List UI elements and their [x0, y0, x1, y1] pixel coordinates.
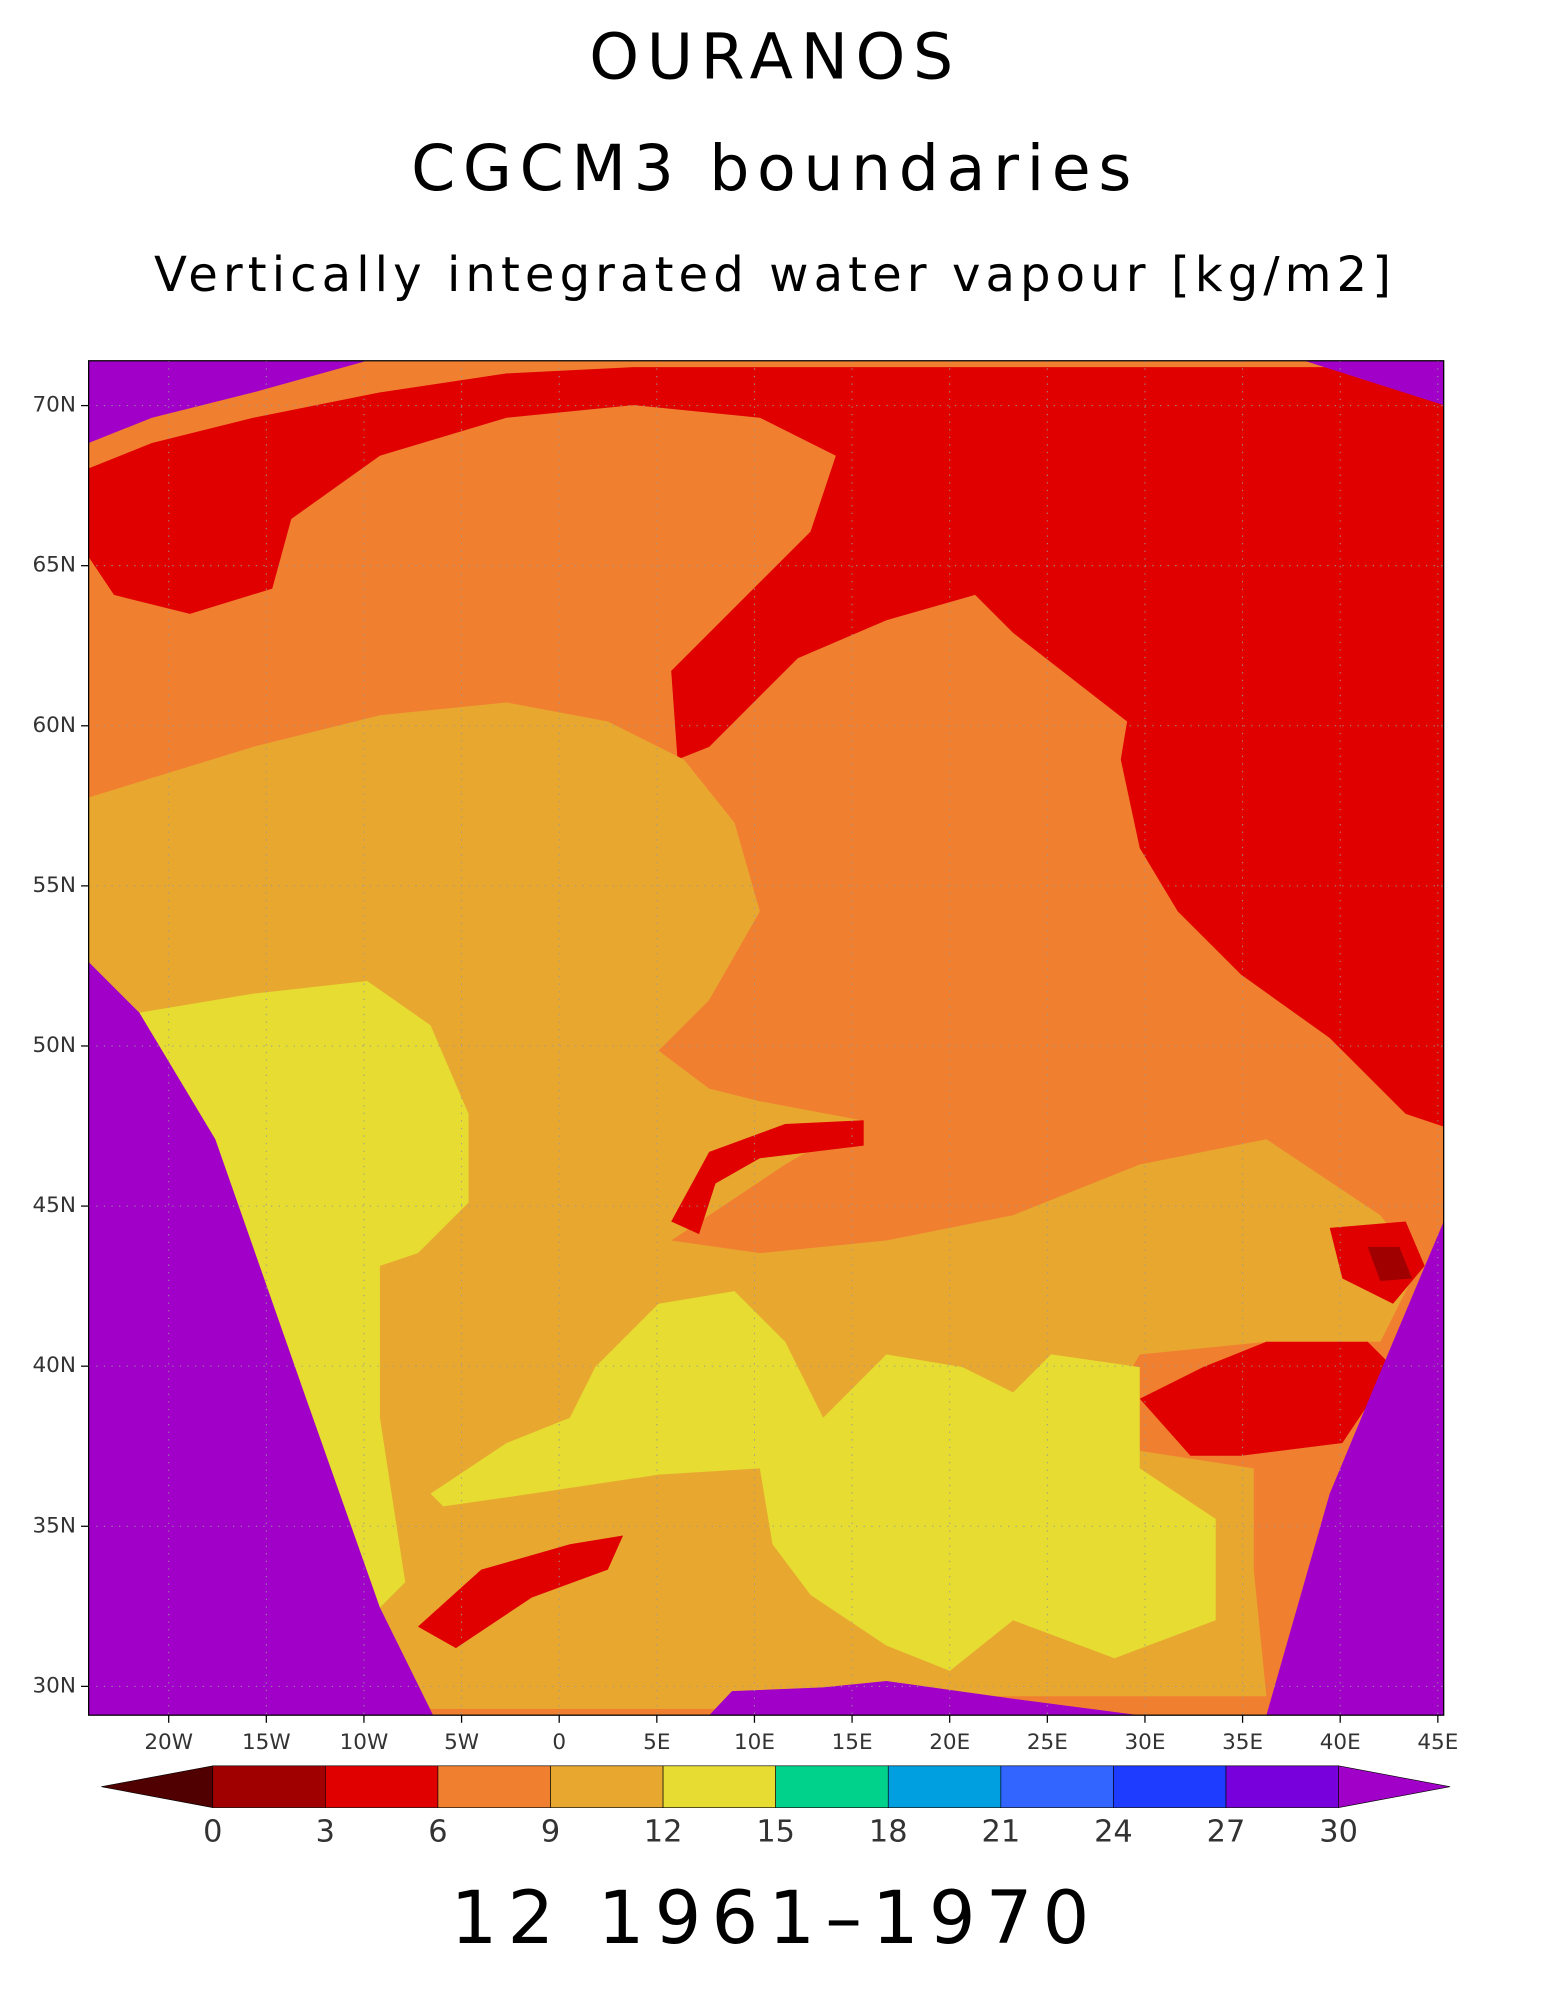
region	[709, 1681, 1140, 1716]
x-tick-label: 40E	[1320, 1730, 1361, 1755]
colorbar-label: 9	[541, 1814, 560, 1849]
x-tick-label: 5W	[444, 1730, 479, 1755]
colorbar-box	[1225, 1765, 1339, 1808]
region	[1266, 1221, 1444, 1716]
colorbar-box	[775, 1765, 889, 1808]
x-tick-label: 45E	[1417, 1730, 1458, 1755]
colorbar-label: 27	[1207, 1814, 1246, 1849]
colorbar-label: 3	[316, 1814, 335, 1849]
x-tick-label: 30E	[1124, 1730, 1165, 1755]
y-tick-label: 30N	[32, 1673, 75, 1698]
x-tick-label: 20E	[929, 1730, 970, 1755]
y-tick-label: 35N	[32, 1513, 75, 1538]
colorbar-box	[550, 1765, 664, 1808]
region	[88, 360, 368, 444]
colorbar-box	[1000, 1765, 1114, 1808]
x-tick-label: 5E	[643, 1730, 670, 1755]
y-tick-label: 45N	[32, 1193, 75, 1218]
colorbar-box	[887, 1765, 1002, 1808]
region	[88, 367, 1444, 1127]
y-tick-label: 50N	[32, 1033, 75, 1058]
region	[88, 962, 434, 1716]
y-tick-label: 65N	[32, 553, 75, 578]
y-tick-label: 60N	[32, 713, 75, 738]
x-tick-label: 10E	[734, 1730, 775, 1755]
x-tick-label: 20W	[144, 1730, 193, 1755]
frame	[88, 360, 1445, 1716]
field	[88, 360, 1444, 1716]
colorbar-label: 24	[1094, 1814, 1133, 1849]
y-tick-label: 40N	[32, 1353, 75, 1378]
region	[139, 981, 469, 1608]
x-tick-label: 15E	[832, 1730, 873, 1755]
x-tick-label: 25E	[1027, 1730, 1068, 1755]
region	[671, 1120, 864, 1235]
colorbar-box	[1113, 1765, 1227, 1808]
colorbar-label: 6	[428, 1814, 447, 1849]
colorbar-box	[662, 1765, 776, 1808]
x-tick-label: 35E	[1222, 1730, 1263, 1755]
region	[1304, 360, 1444, 406]
x-tick-label: 0	[552, 1730, 566, 1755]
x-tick-label: 15W	[242, 1730, 291, 1755]
colorbar-label: 12	[644, 1814, 683, 1849]
colorbar-label: 18	[869, 1814, 908, 1849]
colorbar-label: 15	[756, 1814, 795, 1849]
colorbar-box	[437, 1765, 551, 1808]
region	[417, 1535, 624, 1649]
colorbar-label: 0	[203, 1814, 222, 1849]
colorbar-over	[1338, 1765, 1451, 1808]
x-tick-label: 10W	[340, 1730, 389, 1755]
caption: 12 1961–1970	[451, 1876, 1100, 1961]
colorbar-under	[101, 1765, 214, 1808]
region	[430, 1291, 1216, 1671]
colorbar-label: 30	[1319, 1814, 1358, 1849]
colorbar-box	[325, 1765, 439, 1808]
chart-title: OURANOS	[589, 19, 960, 93]
region	[1139, 1341, 1394, 1456]
chart-subtitle: CGCM3 boundaries	[411, 131, 1139, 205]
region	[1367, 1246, 1413, 1282]
colorbar-box	[212, 1765, 326, 1808]
y-tick-label: 55N	[32, 873, 75, 898]
variable-label: Vertically integrated water vapour [kg/m…	[154, 247, 1396, 303]
y-tick-label: 70N	[32, 393, 75, 418]
colorbar-label: 21	[981, 1814, 1020, 1849]
